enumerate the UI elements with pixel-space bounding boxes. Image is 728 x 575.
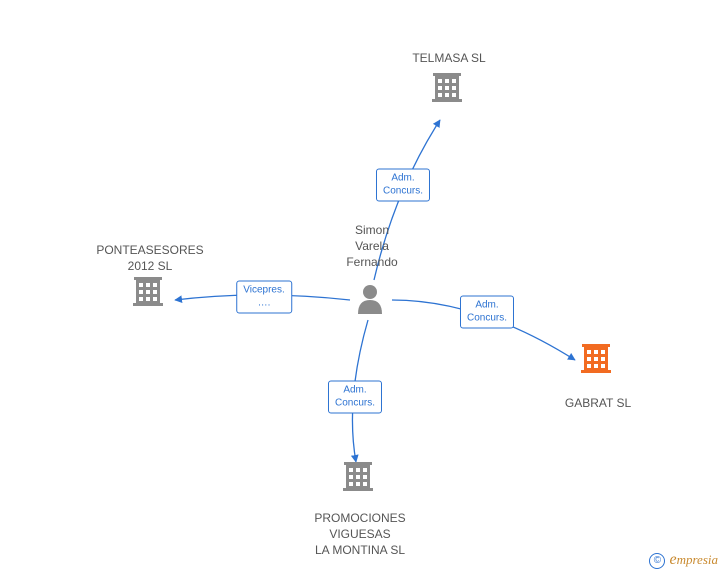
person-icon	[358, 285, 382, 314]
building-icon-promociones	[343, 462, 373, 491]
building-icon-gabrat	[581, 344, 611, 373]
copyright-badge: ©	[649, 553, 665, 569]
edge-label-ponteasesores: Vicepres. ….	[236, 281, 292, 314]
edge-label-promociones: Adm. Concurs.	[328, 381, 382, 414]
edge-label-gabrat: Adm. Concurs.	[460, 296, 514, 329]
diagram-canvas	[0, 0, 728, 575]
watermark: ©empresia	[649, 551, 718, 569]
edge-label-telmasa: Adm. Concurs.	[376, 169, 430, 202]
center-label: Simon Varela Fernando	[346, 222, 397, 271]
building-icon-telmasa	[432, 73, 462, 102]
node-label-ponteasesores: PONTEASESORES 2012 SL	[96, 242, 203, 274]
node-label-promociones: PROMOCIONES VIGUESAS LA MONTINA SL	[314, 510, 405, 559]
node-label-gabrat: GABRAT SL	[565, 395, 631, 411]
building-icon-ponteasesores	[133, 277, 163, 306]
node-label-telmasa: TELMASA SL	[412, 50, 485, 66]
